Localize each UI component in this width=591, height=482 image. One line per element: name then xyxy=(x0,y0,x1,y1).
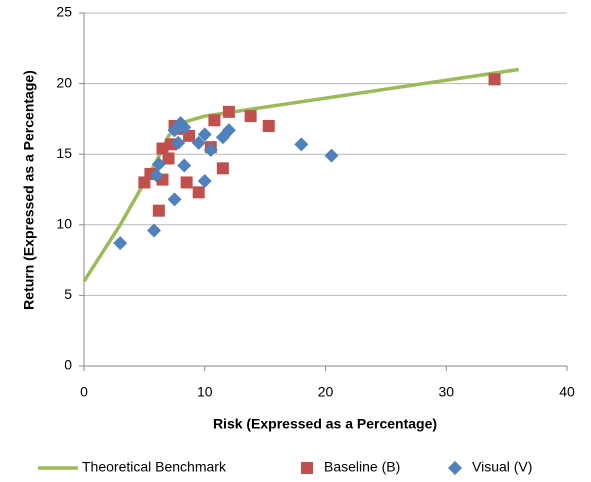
benchmark-line xyxy=(82,67,519,283)
legend-label: Theoretical Benchmark xyxy=(82,459,227,475)
diamond-point xyxy=(149,168,164,183)
square-point xyxy=(180,176,193,189)
square-point xyxy=(192,186,205,199)
legend-label: Baseline (B) xyxy=(324,459,400,475)
square-point xyxy=(183,129,196,142)
diamond-point xyxy=(151,157,166,172)
diamond-point xyxy=(324,148,339,163)
square-point xyxy=(222,105,235,118)
diamond-point xyxy=(203,142,218,157)
diamond-point xyxy=(197,174,212,189)
x-tick-label: 20 xyxy=(318,384,334,400)
x-axis-title: Risk (Expressed as a Percentage) xyxy=(213,416,437,432)
diamond-point xyxy=(177,158,192,173)
diamond-point xyxy=(113,236,128,251)
y-tick-label: 0 xyxy=(64,357,72,373)
x-tick-label: 40 xyxy=(559,384,575,400)
diamond-point xyxy=(197,127,212,142)
y-axis-title: Return (Expressed as a Percentage) xyxy=(21,70,37,310)
square-point xyxy=(208,114,221,127)
diamond-point xyxy=(221,123,236,138)
square-point xyxy=(162,152,175,165)
legend-marker xyxy=(301,462,313,474)
x-tick-label: 30 xyxy=(438,384,454,400)
y-tick-label: 15 xyxy=(56,145,72,161)
square-point xyxy=(488,73,501,86)
legend-label: Visual (V) xyxy=(472,459,532,475)
diamond-point xyxy=(167,192,182,207)
square-point xyxy=(216,162,229,175)
square-point xyxy=(262,119,275,132)
y-tick-label: 25 xyxy=(56,4,72,20)
square-point xyxy=(152,204,165,217)
square-point xyxy=(244,110,257,123)
x-tick-label: 10 xyxy=(197,384,213,400)
x-tick-label: 0 xyxy=(80,384,88,400)
diamond-point xyxy=(177,120,192,135)
y-tick-label: 5 xyxy=(64,286,72,302)
legend-marker xyxy=(448,461,462,475)
y-tick-label: 10 xyxy=(56,216,72,232)
diamond-point xyxy=(191,135,206,150)
diamond-point xyxy=(147,223,162,238)
diamond-point xyxy=(294,137,309,152)
diamond-point xyxy=(171,135,186,150)
y-tick-label: 20 xyxy=(56,74,72,90)
